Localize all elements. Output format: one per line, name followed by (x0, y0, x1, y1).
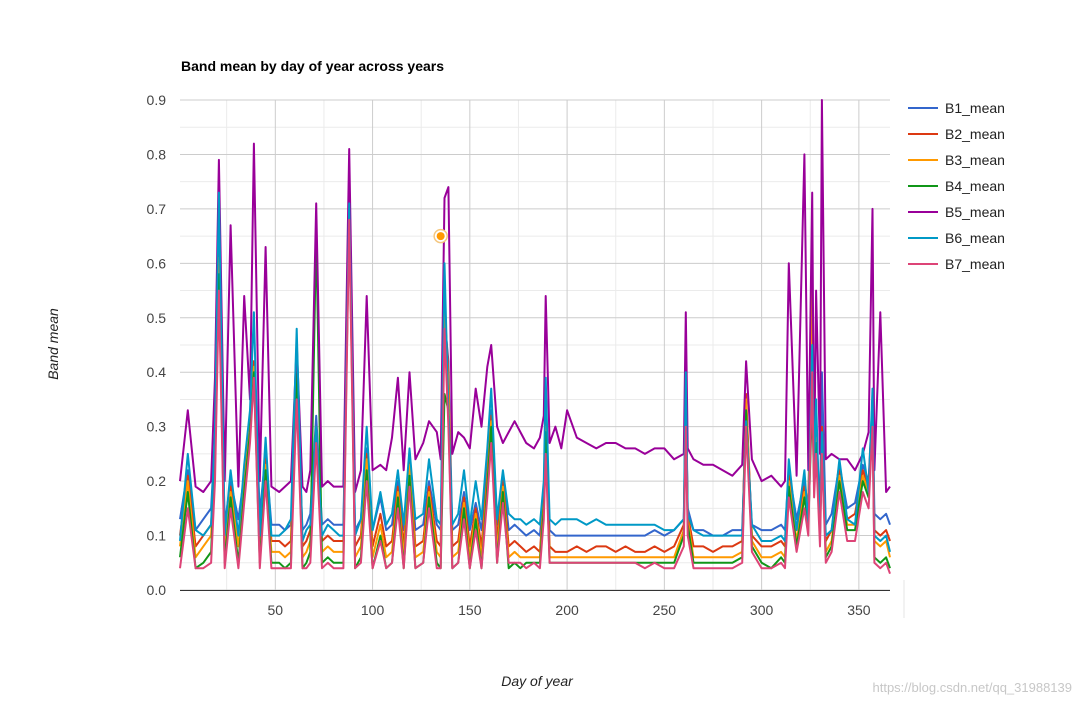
y-tick-label: 0.8 (147, 146, 167, 162)
series-line-b6-mean (179, 191, 891, 553)
legend-entry: B5_mean (945, 204, 1005, 220)
highlight-point (433, 228, 448, 244)
y-axis-ticks: 0.0 0.1 0.2 0.3 0.4 0.5 0.6 0.7 0.8 0.9 (147, 92, 167, 598)
legend: B1_mean B2_mean B3_mean B4_mean B5_mean B6_me… (908, 100, 1005, 272)
y-tick-label: 0.2 (147, 473, 167, 489)
x-tick-label: 300 (750, 602, 774, 618)
series-lines (179, 99, 891, 575)
series-line-b2-mean (179, 207, 891, 553)
series-line-b1-mean (179, 218, 891, 537)
x-tick-label: 100 (361, 602, 385, 618)
y-axis-label: Band mean (45, 308, 61, 380)
x-tick-label: 150 (458, 602, 482, 618)
series-line-b7-mean (179, 218, 891, 575)
y-tick-label: 0.6 (147, 255, 167, 271)
legend-entry: B7_mean (945, 256, 1005, 272)
y-tick-label: 0.4 (147, 364, 167, 380)
x-axis-label: Day of year (501, 673, 574, 689)
watermark: https://blog.csdn.net/qq_31988139 (872, 680, 1073, 695)
x-tick-label: 250 (653, 602, 677, 618)
x-axis-baseline (180, 580, 905, 618)
chart-title: Band mean by day of year across years (181, 58, 444, 74)
highlight-point-dot (436, 232, 445, 241)
series-line-b5-mean (179, 99, 891, 493)
legend-entry: B1_mean (945, 100, 1005, 116)
y-tick-label: 0.9 (147, 92, 167, 108)
grid (180, 99, 890, 591)
y-tick-label: 0.0 (147, 582, 167, 598)
x-tick-label: 350 (847, 602, 871, 618)
x-axis-ticks: 50 100 150 200 250 300 350 (268, 602, 871, 618)
legend-entry: B3_mean (945, 152, 1005, 168)
legend-entry: B6_mean (945, 230, 1005, 246)
y-tick-label: 0.1 (147, 528, 167, 544)
y-tick-label: 0.3 (147, 419, 167, 435)
y-tick-label: 0.5 (147, 310, 167, 326)
legend-entry: B2_mean (945, 126, 1005, 142)
x-tick-label: 200 (555, 602, 579, 618)
x-tick-label: 50 (268, 602, 284, 618)
y-tick-label: 0.7 (147, 201, 167, 217)
series-line-b3-mean (179, 213, 891, 559)
legend-entry: B4_mean (945, 178, 1005, 194)
